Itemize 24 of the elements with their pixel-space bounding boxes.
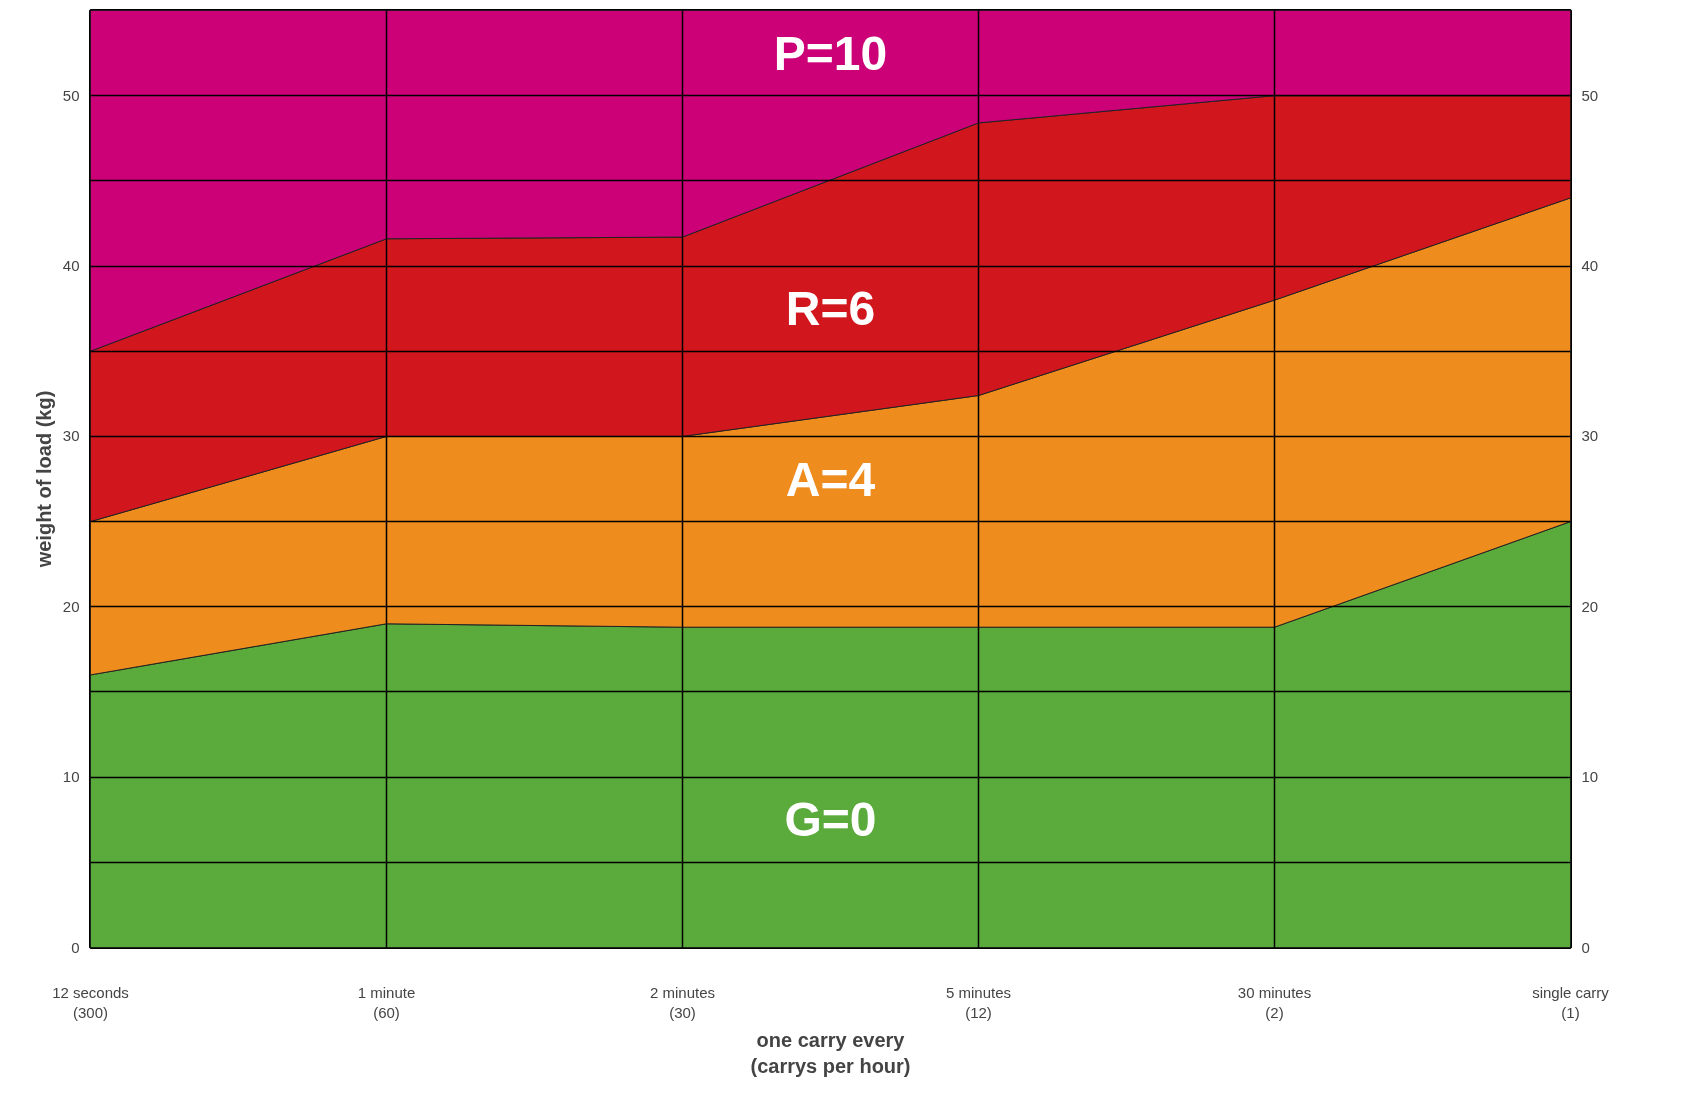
x-tick-label: 5 minutes (12) [945, 983, 1012, 1021]
y-tick-label: 30 [62, 427, 80, 445]
series-label: R=6 [785, 282, 876, 336]
y-tick-label: 20 [62, 597, 80, 615]
x-axis-title: one carry every (carrys per hour) [750, 1028, 911, 1078]
y2-tick-label: 30 [1581, 427, 1599, 445]
y-axis-title: weight of load (kg) [32, 390, 55, 569]
y2-tick-label: 40 [1581, 257, 1599, 275]
x-tick-label: 12 seconds (300) [52, 983, 129, 1021]
y2-tick-label: 50 [1581, 86, 1599, 104]
x-tick-label: 30 minutes (2) [1237, 983, 1312, 1021]
x-tick-label: 2 minutes (30) [649, 983, 716, 1021]
y2-tick-label: 10 [1581, 768, 1599, 786]
x-tick-label: 1 minute (60) [357, 983, 416, 1021]
y-tick-label: 0 [71, 938, 80, 956]
series-label: P=10 [773, 26, 888, 80]
series-label: G=0 [784, 793, 877, 847]
series-label: A=4 [785, 452, 876, 506]
x-tick-label: single carry (1) [1532, 983, 1610, 1021]
y2-tick-label: 0 [1581, 938, 1590, 956]
y-tick-label: 40 [62, 257, 80, 275]
y2-tick-label: 20 [1581, 597, 1599, 615]
y-tick-label: 10 [62, 768, 80, 786]
y-tick-label: 50 [62, 86, 80, 104]
